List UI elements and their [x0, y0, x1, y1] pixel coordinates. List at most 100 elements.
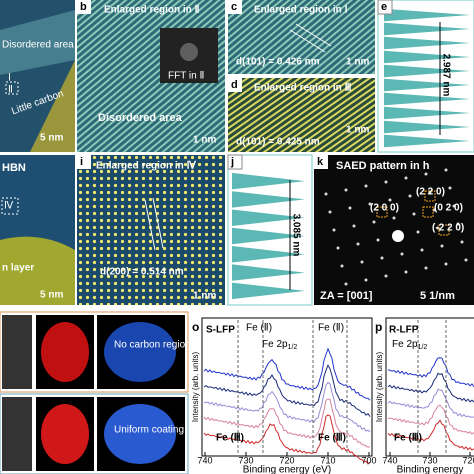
spot [404, 176, 408, 180]
spot [324, 192, 328, 196]
text: HBN [2, 162, 26, 174]
scale-bar: 5 nm [40, 290, 63, 301]
text: Fe (Ⅲ) [216, 433, 244, 444]
spot [420, 248, 424, 252]
panel-o: o S-LFP Fe (Ⅱ) Fe (Ⅱ) Fe 2p1/2 Fe (Ⅲ) Fe… [191, 317, 373, 474]
x-tick-label: 730 [422, 455, 437, 465]
profile-peak [232, 246, 305, 263]
text: (-2 2 0) [432, 223, 464, 234]
text: Fe (Ⅱ) [246, 323, 272, 334]
spot [364, 184, 368, 188]
scale-bar: 5 nm [40, 133, 63, 144]
spot-box [424, 190, 436, 202]
text: Fe (Ⅲ) [318, 433, 346, 444]
text: Enlarged region in Ⅰ [254, 5, 348, 16]
panel-e: e 2.987 nm [377, 0, 474, 153]
text: S-LFP [206, 325, 235, 336]
panel-h: HBN Ⅳ n layer 5 nm [0, 155, 75, 305]
spot [444, 168, 448, 172]
text: Enlarged region in Ⅱ [104, 5, 200, 16]
axis-label: Binding energy (eV) [243, 465, 331, 474]
spot-box [438, 224, 450, 236]
spectrum [388, 404, 474, 435]
spot [372, 220, 376, 224]
text: d(200) = 0.514 nm [100, 267, 184, 278]
x-tick-label: 700 [361, 455, 376, 465]
spot [376, 238, 380, 242]
spot [440, 244, 444, 248]
profile-peak [232, 282, 305, 300]
spot [360, 260, 364, 264]
spot [340, 264, 344, 268]
spot [344, 282, 348, 286]
profile-peak [384, 64, 470, 78]
spot [444, 262, 448, 266]
x-tick-label: 740 [382, 455, 397, 465]
text: SAED pattern in h [336, 160, 430, 172]
spot [400, 252, 404, 256]
panel-j: j 3.085 nm [227, 154, 313, 306]
spot [384, 180, 388, 184]
spot [364, 278, 368, 282]
spot [344, 188, 348, 192]
scale-bar: 5 1/nm [420, 290, 455, 302]
spectrum [203, 414, 371, 465]
spot [380, 256, 384, 260]
panel-label: o [192, 320, 199, 334]
spot [328, 210, 332, 214]
spot [448, 186, 452, 190]
text: d(101) = 0.426 nm [236, 57, 320, 68]
text: Enlarged region in Ⅳ [96, 161, 197, 172]
spot [408, 194, 412, 198]
text: 2.987 nm [440, 54, 451, 97]
profile-peak [384, 92, 470, 106]
text: ZA = [001] [320, 290, 373, 302]
axis-label: Intensity (arb. units) [191, 352, 200, 423]
text: 3.085 nm [290, 214, 301, 257]
panel-label: c [231, 1, 237, 13]
panel-label: e [381, 1, 387, 13]
panel-a: Disordered area Ⅱ Ⅰ Little carbon 5 nm [0, 0, 75, 152]
panel-label: k [317, 156, 324, 168]
spot [388, 198, 392, 202]
spot [464, 258, 468, 262]
spectrum [203, 398, 371, 448]
spot [336, 246, 340, 250]
spot [412, 212, 416, 216]
x-tick-label: 740 [197, 455, 212, 465]
profile-peak [384, 36, 470, 50]
spectrum [203, 381, 371, 433]
spot [384, 274, 388, 278]
text: Ⅳ [4, 201, 14, 212]
spectrum [387, 388, 474, 418]
spot [424, 266, 428, 270]
spectrum [387, 372, 474, 403]
spot [456, 222, 460, 226]
x-tick-label: 730 [238, 455, 253, 465]
spot [404, 270, 408, 274]
panel-label: b [80, 1, 87, 13]
panel-k: k SAED pattern in h (2 2 0) (2 0 0) (0 2… [314, 155, 474, 305]
text: (0 2 0) [434, 203, 463, 214]
axis-label: Binding energy [397, 465, 464, 474]
spot-box [376, 206, 388, 218]
panel-i: i Enlarged region in Ⅳ d(200) = 0.514 nm… [77, 155, 225, 305]
spot [368, 202, 372, 206]
spot [424, 172, 428, 176]
text: (2 2 0) [416, 187, 445, 198]
spot [392, 216, 396, 220]
text: No carbon regions [114, 340, 196, 351]
text: Disordered area [98, 112, 183, 124]
text: (2 0 0) [370, 203, 399, 214]
text: R-LFP [389, 325, 419, 336]
panel-label: d [231, 79, 238, 91]
panel-label: p [375, 320, 382, 334]
profile-peak [232, 209, 305, 226]
text: Fe 2p1/2 [392, 339, 427, 351]
spectrum [387, 419, 474, 451]
panel-b: b Enlarged region in Ⅱ FFT in Ⅱ Disorder… [77, 0, 225, 152]
text: Fe 2p1/2 [262, 339, 297, 351]
spot [452, 204, 456, 208]
scale-bar: 1 nm [193, 291, 216, 302]
